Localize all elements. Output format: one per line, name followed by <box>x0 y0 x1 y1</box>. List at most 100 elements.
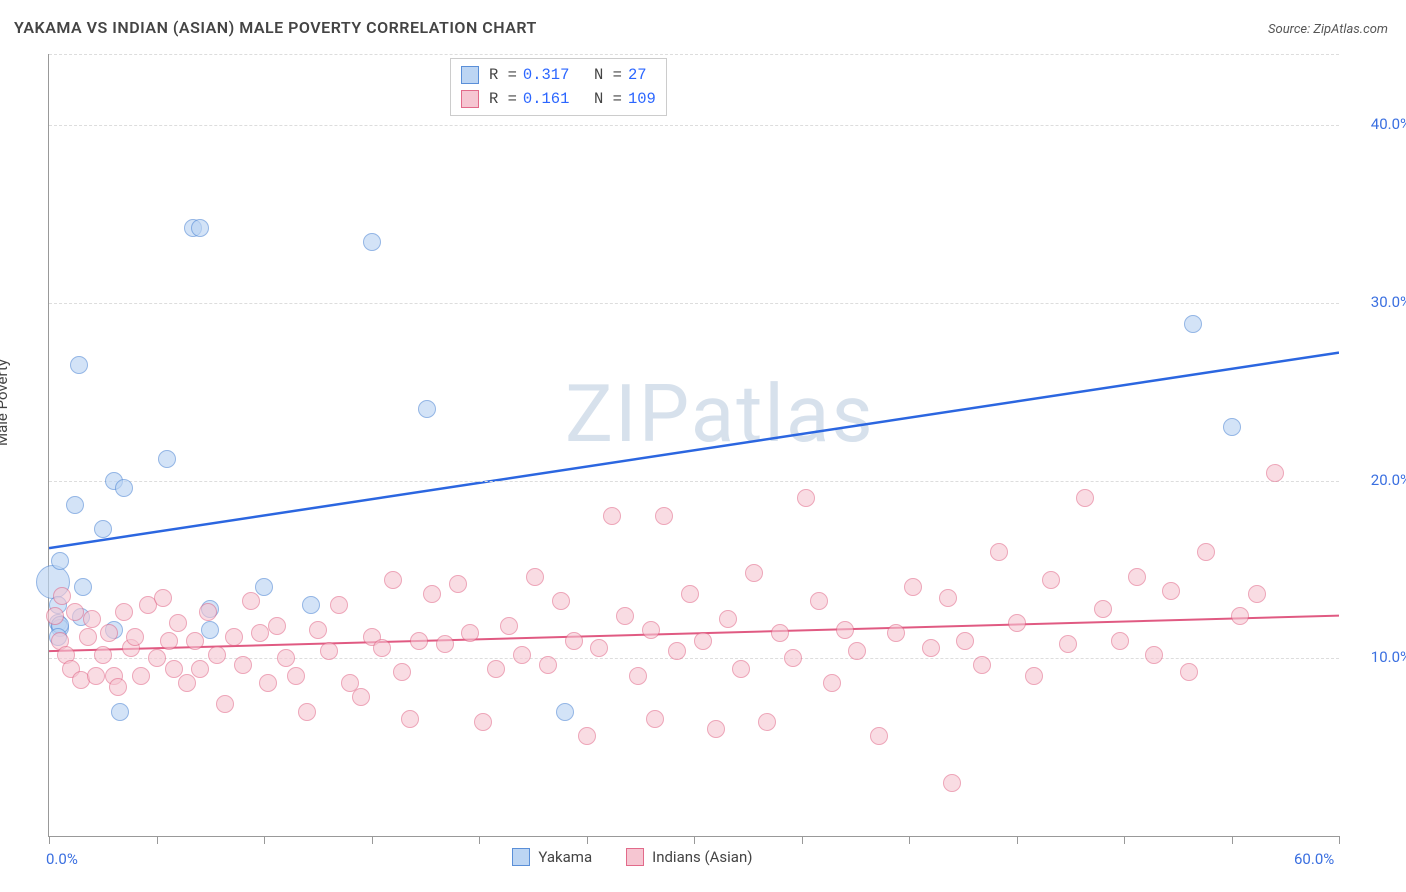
x-tick <box>909 836 910 844</box>
scatter-point-indians <box>87 667 105 685</box>
scatter-point-indians <box>1094 600 1112 618</box>
gridline <box>49 125 1339 126</box>
scatter-point-yakama <box>418 400 436 418</box>
scatter-point-indians <box>66 603 84 621</box>
scatter-point-indians <box>1145 646 1163 664</box>
scatter-point-indians <box>1042 571 1060 589</box>
scatter-point-indians <box>449 575 467 593</box>
scatter-point-indians <box>126 628 144 646</box>
scatter-point-indians <box>320 642 338 660</box>
x-tick <box>264 836 265 844</box>
scatter-point-indians <box>1128 568 1146 586</box>
scatter-point-yakama <box>255 578 273 596</box>
scatter-point-indians <box>1248 585 1266 603</box>
scatter-point-indians <box>922 639 940 657</box>
scatter-point-yakama <box>66 496 84 514</box>
scatter-point-indians <box>298 703 316 721</box>
scatter-point-indians <box>251 624 269 642</box>
scatter-point-indians <box>848 642 866 660</box>
scatter-point-indians <box>732 660 750 678</box>
scatter-point-indians <box>823 674 841 692</box>
scatter-point-indians <box>887 624 905 642</box>
scatter-point-indians <box>154 589 172 607</box>
scatter-point-indians <box>242 592 260 610</box>
x-tick <box>1339 836 1340 844</box>
scatter-point-indians <box>393 663 411 681</box>
scatter-point-indians <box>771 624 789 642</box>
scatter-point-indians <box>1025 667 1043 685</box>
scatter-point-indians <box>590 639 608 657</box>
legend-item: Indians (Asian) <box>626 848 752 866</box>
scatter-point-indians <box>83 610 101 628</box>
scatter-point-indians <box>745 564 763 582</box>
scatter-point-indians <box>500 617 518 635</box>
x-tick <box>49 836 50 844</box>
scatter-point-yakama <box>191 219 209 237</box>
scatter-point-indians <box>225 628 243 646</box>
scatter-point-indians <box>186 632 204 650</box>
scatter-point-indians <box>410 632 428 650</box>
scatter-point-yakama <box>51 552 69 570</box>
scatter-point-indians <box>616 607 634 625</box>
scatter-point-indians <box>423 585 441 603</box>
correlation-stats-box: R = 0.317 N = 27R = 0.161 N = 109 <box>450 58 667 116</box>
y-axis-label: Male Poverty <box>0 359 11 446</box>
scatter-point-indians <box>539 656 557 674</box>
legend-label: Indians (Asian) <box>652 848 752 866</box>
scatter-point-yakama <box>1184 315 1202 333</box>
scatter-point-indians <box>1059 635 1077 653</box>
x-tick-label-first: 0.0% <box>46 850 78 868</box>
scatter-point-indians <box>436 635 454 653</box>
scatter-point-indians <box>956 632 974 650</box>
scatter-point-indians <box>939 589 957 607</box>
scatter-point-indians <box>1111 632 1129 650</box>
scatter-point-indians <box>526 568 544 586</box>
legend: YakamaIndians (Asian) <box>512 848 752 866</box>
scatter-point-indians <box>401 710 419 728</box>
x-tick <box>587 836 588 844</box>
scatter-point-indians <box>109 678 127 696</box>
scatter-point-indians <box>268 617 286 635</box>
scatter-point-indians <box>758 713 776 731</box>
scatter-point-indians <box>1266 464 1284 482</box>
scatter-point-indians <box>191 660 209 678</box>
scatter-point-indians <box>384 571 402 589</box>
scatter-point-indians <box>169 614 187 632</box>
x-tick <box>479 836 480 844</box>
chart-title: YAKAMA VS INDIAN (ASIAN) MALE POVERTY CO… <box>14 18 537 37</box>
source-attribution: Source: ZipAtlas.com <box>1268 22 1388 37</box>
x-tick <box>372 836 373 844</box>
legend-swatch <box>461 90 479 108</box>
scatter-point-yakama <box>94 520 112 538</box>
scatter-point-indians <box>1076 489 1094 507</box>
scatter-point-indians <box>53 587 71 605</box>
scatter-point-indians <box>373 639 391 657</box>
legend-swatch <box>512 848 530 866</box>
scatter-point-indians <box>259 674 277 692</box>
scatter-point-indians <box>603 507 621 525</box>
scatter-point-indians <box>330 596 348 614</box>
scatter-point-indians <box>784 649 802 667</box>
scatter-point-indians <box>973 656 991 674</box>
scatter-point-yakama <box>556 703 574 721</box>
x-tick-label-last: 60.0% <box>1294 850 1334 868</box>
scatter-point-indians <box>810 592 828 610</box>
scatter-point-yakama <box>1223 418 1241 436</box>
y-tick-label: 20.0% <box>1351 471 1406 489</box>
scatter-point-yakama <box>302 596 320 614</box>
scatter-point-yakama <box>201 621 219 639</box>
scatter-point-indians <box>681 585 699 603</box>
x-tick <box>802 836 803 844</box>
x-tick <box>694 836 695 844</box>
scatter-point-indians <box>646 710 664 728</box>
scatter-point-indians <box>1162 582 1180 600</box>
scatter-point-indians <box>836 621 854 639</box>
scatter-point-yakama <box>363 233 381 251</box>
scatter-point-indians <box>655 507 673 525</box>
scatter-point-indians <box>1197 543 1215 561</box>
scatter-point-indians <box>208 646 226 664</box>
scatter-point-indians <box>719 610 737 628</box>
legend-swatch <box>461 66 479 84</box>
scatter-point-yakama <box>111 703 129 721</box>
scatter-point-indians <box>552 592 570 610</box>
